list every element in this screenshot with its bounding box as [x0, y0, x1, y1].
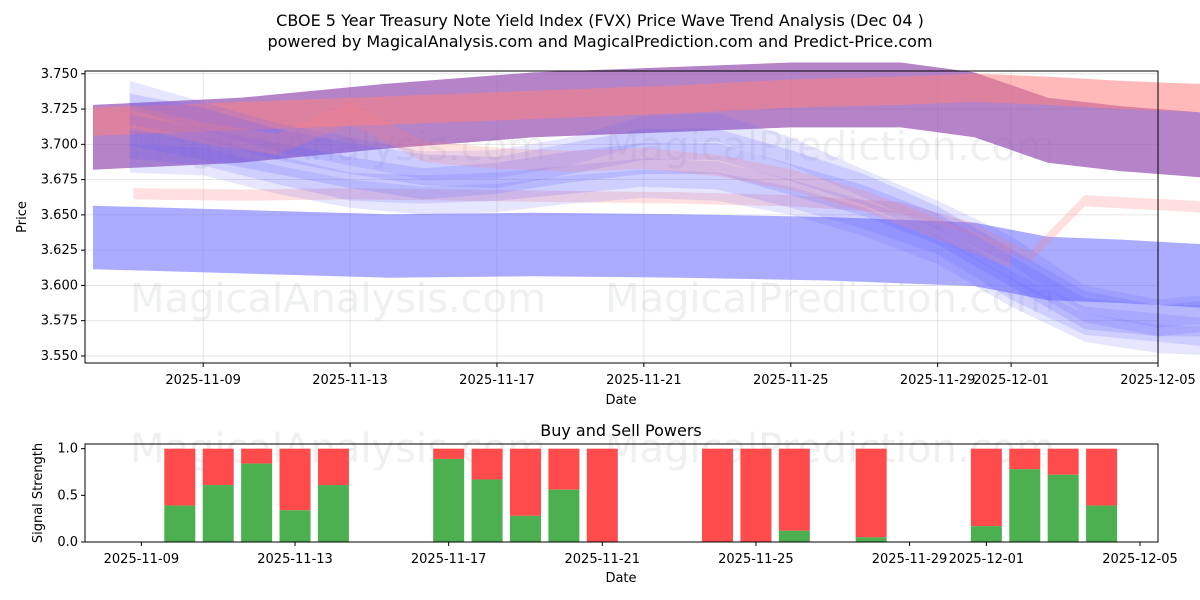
x-tick-label: 2025-11-25	[753, 373, 829, 388]
x-tick-label: 2025-11-13	[257, 552, 333, 567]
buy-bar	[202, 485, 234, 542]
x-tick-label: 2025-11-25	[718, 552, 794, 567]
bottom-x-ticks: 2025-11-09 2025-11-13 2025-11-17 2025-11-21…	[104, 542, 1178, 567]
buy-bar	[164, 505, 196, 542]
buy-bar	[855, 537, 887, 542]
buy-bar	[317, 485, 349, 542]
sell-bar	[433, 448, 465, 459]
y-tick-label: 3.650	[41, 208, 78, 223]
top-y-axis-label: Price	[15, 201, 30, 233]
x-tick-label: 2025-11-17	[411, 552, 487, 567]
y-tick-label: 3.700	[41, 137, 78, 152]
bottom-chart-title: Buy and Sell Powers	[540, 421, 702, 440]
bottom-bars	[164, 448, 1118, 542]
bottom-x-axis-label: Date	[605, 571, 636, 586]
buy-bar	[509, 515, 541, 542]
x-tick-label: 2025-11-29	[872, 552, 948, 567]
band-blue-lower-band	[93, 205, 1200, 308]
top-plot-frame	[84, 70, 1159, 364]
sell-bar	[471, 448, 503, 480]
sell-bar	[164, 448, 196, 506]
buy-bar	[279, 510, 311, 542]
band-wave-e	[129, 144, 1200, 355]
watermark: MagicalAnalysis.com	[130, 276, 546, 322]
band-wave-b	[129, 93, 1200, 337]
x-tick-label: 2025-11-21	[606, 373, 682, 388]
sell-bar	[1047, 448, 1079, 475]
x-tick-label: 2025-12-01	[949, 552, 1025, 567]
chart-subtitle: powered by MagicalAnalysis.com and Magic…	[267, 32, 932, 51]
buy-bar	[548, 489, 580, 542]
y-tick-label: 1.0	[57, 442, 78, 457]
x-tick-label: 2025-11-29	[900, 373, 976, 388]
top-x-axis-label: Date	[605, 393, 636, 408]
y-tick-label: 3.575	[41, 314, 78, 329]
top-y-ticks: 3.550 3.575 3.600 3.625 3.650 3.675 3.700 3.725…	[41, 67, 85, 364]
buy-bar	[1009, 469, 1041, 542]
top-bands	[93, 62, 1200, 355]
x-tick-label: 2025-12-05	[1102, 552, 1178, 567]
sell-bar	[740, 448, 772, 542]
band-red-faint-band	[133, 188, 1200, 263]
band-wave-a	[129, 114, 1200, 337]
buy-bar	[1086, 505, 1118, 542]
x-tick-label: 2025-11-21	[565, 552, 641, 567]
y-tick-label: 3.725	[41, 102, 78, 117]
y-tick-label: 3.600	[41, 278, 78, 293]
sell-bar	[1086, 448, 1118, 506]
y-tick-label: 0.0	[57, 535, 78, 550]
band-wave-c	[129, 130, 1200, 346]
x-tick-label: 2025-12-05	[1120, 373, 1196, 388]
top-x-ticks: 2025-11-09 2025-11-13 2025-11-17 2025-11-21…	[165, 363, 1196, 388]
x-tick-label: 2025-11-09	[104, 552, 180, 567]
sell-bar	[279, 448, 311, 511]
x-tick-label: 2025-11-17	[459, 373, 535, 388]
band-wave-d	[129, 80, 1200, 328]
buy-bar	[1047, 474, 1079, 542]
y-tick-label: 0.5	[57, 488, 78, 503]
buy-bar	[970, 526, 1002, 542]
buy-bar	[778, 530, 810, 542]
chart-title: CBOE 5 Year Treasury Note Yield Index (F…	[276, 11, 924, 30]
sell-bar	[509, 448, 541, 516]
sell-bar	[702, 448, 734, 542]
buy-bar	[433, 458, 465, 542]
buy-bar	[471, 479, 503, 542]
sell-bar	[778, 448, 810, 531]
y-tick-label: 3.625	[41, 243, 78, 258]
x-tick-label: 2025-11-09	[165, 373, 241, 388]
sell-bar	[317, 448, 349, 486]
sell-bar	[202, 448, 234, 486]
sell-bar	[1009, 448, 1041, 470]
buy-bar	[241, 463, 273, 542]
sell-bar	[241, 448, 273, 464]
bottom-plot-frame	[84, 443, 1159, 543]
y-tick-label: 3.675	[41, 173, 78, 188]
bottom-y-axis-label: Signal Strength	[31, 443, 46, 543]
x-tick-label: 2025-11-13	[312, 373, 388, 388]
y-tick-label: 3.750	[41, 67, 78, 82]
band-red-upper-band	[93, 73, 1200, 136]
x-tick-label: 2025-12-01	[973, 373, 1049, 388]
sell-bar	[586, 448, 618, 542]
band-wave-red-a	[129, 102, 1012, 268]
sell-bar	[855, 448, 887, 538]
sell-bar	[970, 448, 1002, 527]
sell-bar	[548, 448, 580, 490]
y-tick-label: 3.550	[41, 349, 78, 364]
bottom-y-ticks: 0.0 0.5 1.0	[57, 442, 85, 550]
